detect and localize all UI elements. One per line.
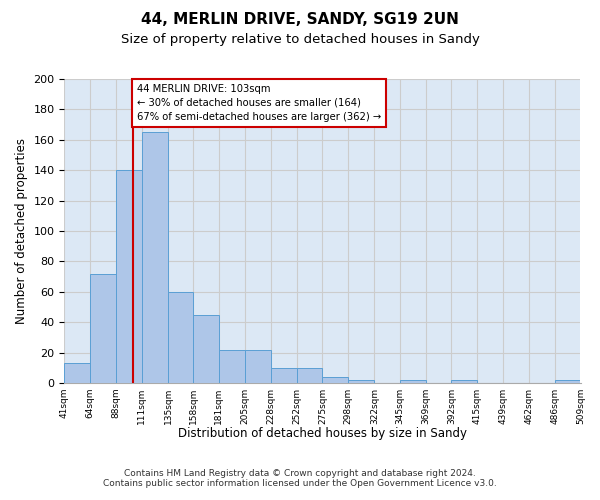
Bar [64,363,90,383]
Bar [168,292,193,383]
Bar [219,350,245,383]
Bar [271,368,297,383]
Text: Size of property relative to detached houses in Sandy: Size of property relative to detached ho… [121,32,479,46]
Bar [245,350,271,383]
Bar [297,368,322,383]
Text: 44 MERLIN DRIVE: 103sqm
← 30% of detached houses are smaller (164)
67% of semi-d: 44 MERLIN DRIVE: 103sqm ← 30% of detache… [137,84,382,122]
Bar [348,380,374,383]
Bar [90,274,116,383]
Text: Contains HM Land Registry data © Crown copyright and database right 2024.: Contains HM Land Registry data © Crown c… [124,468,476,477]
Bar [400,380,426,383]
Text: Contains public sector information licensed under the Open Government Licence v3: Contains public sector information licen… [103,478,497,488]
Text: 44, MERLIN DRIVE, SANDY, SG19 2UN: 44, MERLIN DRIVE, SANDY, SG19 2UN [141,12,459,28]
Bar [555,380,581,383]
Y-axis label: Number of detached properties: Number of detached properties [15,138,28,324]
X-axis label: Distribution of detached houses by size in Sandy: Distribution of detached houses by size … [178,427,467,440]
Bar [193,314,219,383]
Bar [451,380,477,383]
Bar [322,377,348,383]
Bar [116,170,142,383]
Bar [142,132,168,383]
